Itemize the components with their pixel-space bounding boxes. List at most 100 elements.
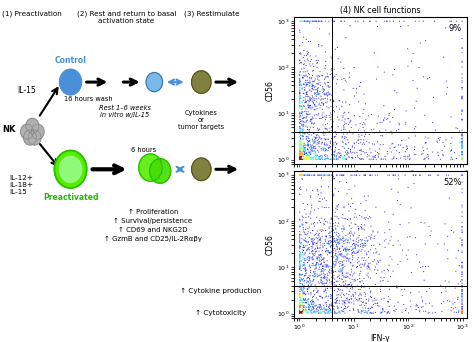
Point (348, 172, 356, 178)
Point (308, 263, 316, 268)
Point (299, 131, 307, 136)
Point (301, 238, 309, 243)
Point (310, 274, 318, 279)
Point (309, 61, 317, 67)
Point (358, 302, 365, 307)
Point (313, 241, 320, 246)
Point (357, 261, 365, 267)
Point (330, 66, 338, 72)
Point (301, 262, 308, 267)
Point (309, 244, 317, 250)
Point (312, 155, 319, 160)
Point (302, 37, 310, 42)
Point (348, 282, 356, 288)
Point (296, 58, 303, 63)
Point (301, 131, 309, 137)
Point (319, 115, 327, 120)
Point (318, 18, 325, 24)
Point (383, 310, 391, 315)
Point (340, 309, 347, 314)
Point (296, 153, 303, 158)
Point (297, 130, 305, 135)
Point (305, 302, 313, 308)
Point (301, 172, 309, 178)
Point (301, 151, 308, 156)
Point (323, 300, 330, 305)
Point (299, 133, 306, 138)
Point (330, 288, 338, 293)
Point (363, 235, 370, 241)
Point (326, 309, 334, 314)
Point (301, 285, 308, 291)
Point (301, 267, 309, 272)
Point (376, 142, 384, 147)
Point (309, 73, 316, 78)
Point (326, 267, 333, 273)
Point (353, 297, 361, 302)
Point (296, 104, 303, 109)
Point (325, 264, 332, 270)
Point (358, 148, 365, 154)
Point (315, 91, 322, 96)
Point (378, 269, 386, 275)
Point (310, 302, 317, 307)
Point (448, 147, 456, 153)
Circle shape (31, 124, 44, 139)
Point (325, 305, 333, 311)
Point (300, 248, 307, 253)
Point (301, 88, 309, 93)
Point (420, 148, 428, 153)
Point (299, 311, 307, 316)
Point (340, 274, 348, 279)
Point (300, 116, 308, 121)
Point (296, 96, 303, 102)
Point (296, 138, 303, 144)
Point (457, 111, 465, 117)
Point (301, 308, 309, 314)
Point (300, 308, 307, 314)
Point (370, 157, 377, 162)
Point (321, 148, 329, 154)
Point (303, 91, 310, 97)
Point (373, 157, 380, 162)
Point (343, 291, 350, 297)
Point (318, 227, 326, 232)
Point (334, 114, 341, 120)
Point (333, 256, 340, 262)
Point (326, 230, 334, 236)
Point (308, 298, 315, 303)
Point (320, 172, 328, 178)
Point (296, 80, 303, 86)
Point (316, 26, 323, 31)
Point (458, 50, 466, 55)
Point (333, 142, 340, 147)
Point (310, 116, 317, 121)
Point (296, 155, 303, 160)
Point (340, 225, 348, 231)
Point (296, 98, 303, 104)
Point (381, 115, 388, 121)
Point (458, 283, 466, 288)
Point (307, 119, 314, 124)
Point (308, 146, 316, 152)
Point (310, 277, 317, 283)
Point (328, 216, 336, 222)
Point (296, 95, 304, 101)
Point (296, 104, 303, 109)
Point (310, 274, 318, 280)
Point (301, 273, 309, 279)
Point (458, 60, 466, 65)
Point (318, 311, 325, 316)
Point (325, 85, 333, 90)
Point (398, 138, 406, 143)
Point (326, 233, 334, 238)
Point (340, 247, 347, 252)
Point (316, 135, 323, 140)
Point (329, 248, 337, 253)
Point (450, 306, 457, 312)
Point (296, 91, 303, 96)
Point (341, 156, 348, 161)
Point (340, 274, 348, 280)
Point (316, 259, 324, 264)
Point (297, 255, 305, 261)
